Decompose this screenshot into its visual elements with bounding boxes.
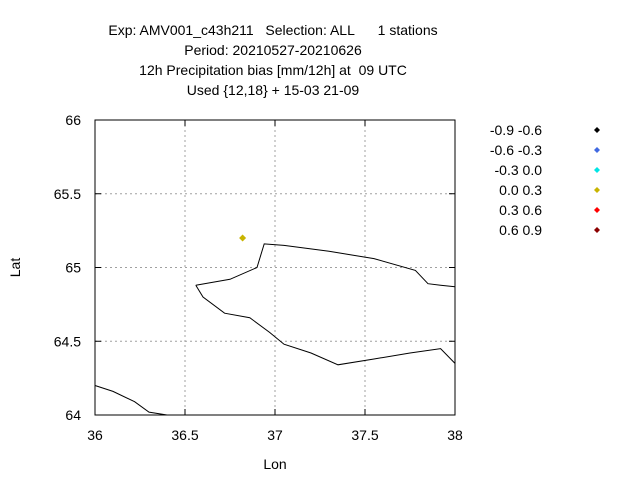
- legend-item-label: -0.6 -0.3: [489, 142, 542, 158]
- x-tick-label: 37.5: [351, 427, 378, 443]
- legend-item: -0.9 -0.6: [480, 121, 600, 141]
- legend-item: -0.6 -0.3: [480, 141, 600, 161]
- y-tick-label: 64: [65, 407, 81, 423]
- legend-marker: [594, 147, 600, 153]
- station-point: [239, 234, 247, 242]
- legend-item: 0.3 0.6: [480, 201, 600, 221]
- legend-marker: [594, 187, 600, 193]
- legend-marker: [594, 167, 600, 173]
- coastline-path: [195, 243, 456, 288]
- legend-item-label: -0.3 0.0: [494, 162, 542, 178]
- coastline-path: [195, 284, 456, 366]
- legend-item-label: 0.6 0.9: [499, 222, 542, 238]
- legend-item: 0.6 0.9: [480, 221, 600, 241]
- title-line-3: 12h Precipitation bias [mm/12h] at 09 UT…: [139, 62, 407, 78]
- axis-ticks: 36 36.5 37 37.5 38 64 64.5 65 65.5 66: [54, 112, 463, 443]
- legend-item: -0.3 0.0: [480, 161, 600, 181]
- y-tick-label: 65: [65, 260, 81, 276]
- data-points: [239, 234, 247, 242]
- x-axis-label: Lon: [263, 456, 286, 472]
- y-tick-label: 65.5: [54, 186, 81, 202]
- y-axis-label: Lat: [7, 258, 23, 278]
- legend-item-label: -0.9 -0.6: [489, 122, 542, 138]
- legend-markers: [594, 127, 600, 233]
- legend-marker: [594, 227, 600, 233]
- title-line-2: Period: 20210527-20210626: [184, 42, 362, 58]
- grid-lines: [95, 120, 455, 415]
- legend-item-label: 0.3 0.6: [499, 202, 542, 218]
- x-tick-label: 36: [87, 427, 103, 443]
- coastline-path: [94, 385, 168, 416]
- legend-item: 0.0 0.3: [480, 181, 600, 201]
- legend-item-label: 0.0 0.3: [499, 182, 542, 198]
- coastlines: [94, 243, 456, 416]
- x-tick-label: 38: [447, 427, 463, 443]
- x-tick-label: 37: [267, 427, 283, 443]
- title-line-1: Exp: AMV001_c43h211 Selection: ALL 1 sta…: [108, 22, 438, 38]
- y-tick-label: 64.5: [54, 333, 81, 349]
- y-tick-label: 66: [65, 112, 81, 128]
- legend-marker: [594, 127, 600, 133]
- x-tick-label: 36.5: [171, 427, 198, 443]
- legend-marker: [594, 207, 600, 213]
- title-line-4: Used {12,18} + 15-03 21-09: [186, 82, 360, 98]
